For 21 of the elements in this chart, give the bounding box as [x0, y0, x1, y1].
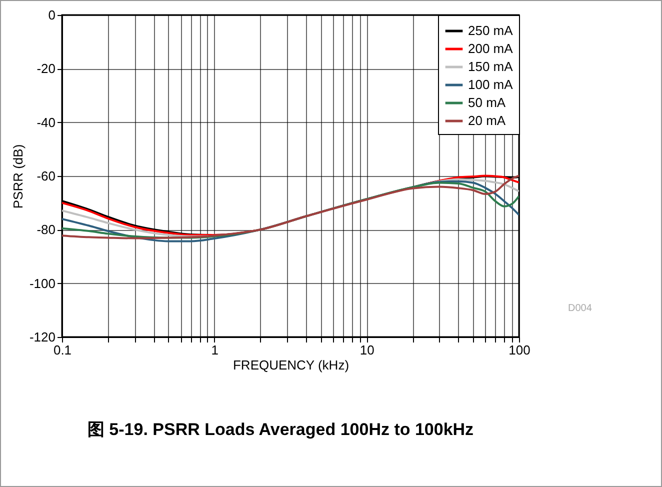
legend-label: 20 mA [468, 113, 506, 128]
legend-label: 200 mA [468, 41, 514, 56]
y-tick-label: -100 [29, 276, 56, 291]
y-axis-title: PSRR (dB) [10, 144, 26, 209]
text: D004 [568, 303, 592, 314]
text: 图 5-19. PSRR Loads Averaged 100Hz to 100kHz [87, 420, 474, 439]
y-tick-label: -20 [36, 61, 56, 76]
x-tick-label: 1 [211, 342, 218, 358]
x-tick-label: 0.1 [53, 342, 72, 358]
legend-label: 150 mA [468, 59, 514, 74]
y-tick-label: 0 [48, 8, 56, 22]
y-tick-label: -40 [36, 114, 56, 130]
x-tick-label: 100 [508, 342, 530, 358]
y-tick-label: -120 [29, 330, 56, 344]
legend-label: 250 mA [468, 23, 514, 38]
y-tick-label: -60 [36, 168, 56, 184]
y-tick-label: -80 [36, 222, 56, 238]
x-tick-label: 10 [360, 342, 374, 358]
legend-label: 100 mA [468, 77, 514, 92]
x-axis-title: FREQUENCY (kHz) [232, 358, 350, 372]
legend-label: 50 mA [468, 95, 506, 110]
